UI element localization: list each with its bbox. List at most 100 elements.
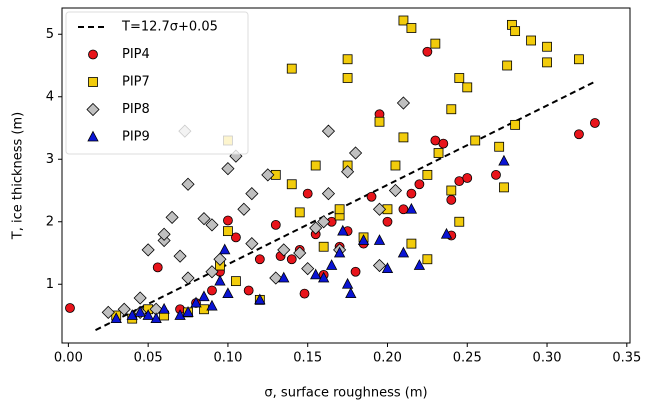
point: [406, 238, 417, 249]
point: [213, 252, 227, 266]
point: [222, 287, 234, 299]
legend-marker: [87, 130, 99, 142]
point: [294, 207, 305, 218]
point: [286, 254, 297, 265]
point: [310, 268, 322, 280]
point: [117, 302, 131, 316]
point: [430, 38, 441, 49]
point: [499, 182, 509, 193]
point: [270, 219, 281, 230]
x-tick-label: 0.30: [533, 351, 562, 366]
point: [133, 291, 147, 305]
point: [422, 169, 433, 180]
point: [126, 309, 138, 320]
x-tick-label: 0.00: [54, 351, 83, 366]
point: [261, 168, 275, 182]
point: [237, 202, 251, 216]
x-tick-label: 0.05: [134, 351, 163, 366]
point: [502, 60, 513, 71]
x-tick-label: 0.20: [373, 351, 402, 366]
point: [181, 177, 195, 191]
point: [342, 54, 353, 65]
point: [446, 104, 457, 115]
point: [349, 146, 363, 160]
point: [396, 96, 411, 110]
point: [231, 276, 241, 287]
point: [190, 296, 202, 308]
point: [293, 246, 307, 260]
legend-label: PIP7: [122, 75, 150, 90]
point: [446, 194, 457, 205]
point: [299, 288, 310, 299]
point: [366, 191, 377, 202]
point: [491, 169, 501, 180]
point: [198, 290, 210, 302]
y-axis-label: T, ice thickness (m): [11, 112, 26, 240]
point: [141, 243, 155, 257]
point: [510, 26, 521, 37]
x-axis-label: σ, surface roughness (m): [264, 386, 427, 401]
point: [152, 262, 163, 273]
point: [150, 312, 162, 324]
point: [398, 15, 409, 26]
point: [494, 141, 505, 152]
point: [321, 124, 336, 138]
point: [350, 266, 361, 277]
legend-label: PIP8: [122, 102, 150, 117]
point: [219, 243, 231, 255]
point: [398, 132, 409, 143]
point: [206, 299, 218, 311]
point: [454, 73, 465, 83]
point: [334, 204, 345, 215]
point: [245, 237, 259, 251]
point: [301, 262, 315, 276]
point: [574, 54, 584, 65]
point: [462, 173, 473, 183]
point: [373, 234, 386, 245]
point: [341, 165, 355, 179]
point: [277, 243, 291, 257]
point: [205, 265, 219, 279]
point: [357, 234, 370, 245]
point: [374, 116, 385, 127]
point: [142, 309, 154, 320]
legend-marker: [86, 102, 100, 117]
point: [406, 188, 417, 199]
point: [433, 148, 444, 158]
point: [414, 179, 425, 190]
x-tick-label: 0.10: [213, 351, 242, 366]
point: [498, 154, 510, 166]
point: [510, 119, 521, 130]
point: [440, 227, 453, 239]
point: [318, 271, 330, 283]
point: [526, 35, 536, 46]
point: [269, 271, 283, 285]
x-tick-label: 0.15: [293, 351, 322, 366]
y-tick-label: 3: [46, 152, 54, 167]
legend-label: PIP4: [122, 47, 150, 62]
legend-marker: [88, 77, 98, 87]
point: [574, 129, 584, 140]
x-tick-label: 0.35: [612, 351, 641, 366]
point: [205, 218, 219, 232]
y-tick-label: 4: [46, 89, 54, 104]
point: [174, 309, 186, 320]
point: [182, 306, 194, 317]
point: [286, 179, 297, 190]
point: [207, 285, 217, 296]
point: [422, 46, 433, 57]
point: [309, 221, 323, 235]
point: [413, 259, 426, 270]
x-tick-label: 0.25: [453, 351, 482, 366]
point: [318, 241, 329, 252]
point: [382, 216, 393, 227]
point: [321, 187, 336, 201]
point: [254, 293, 266, 305]
point: [390, 160, 401, 171]
point: [454, 216, 465, 227]
point: [342, 73, 353, 83]
point: [422, 254, 433, 265]
point: [278, 271, 290, 283]
point: [243, 285, 254, 296]
point: [438, 138, 449, 149]
